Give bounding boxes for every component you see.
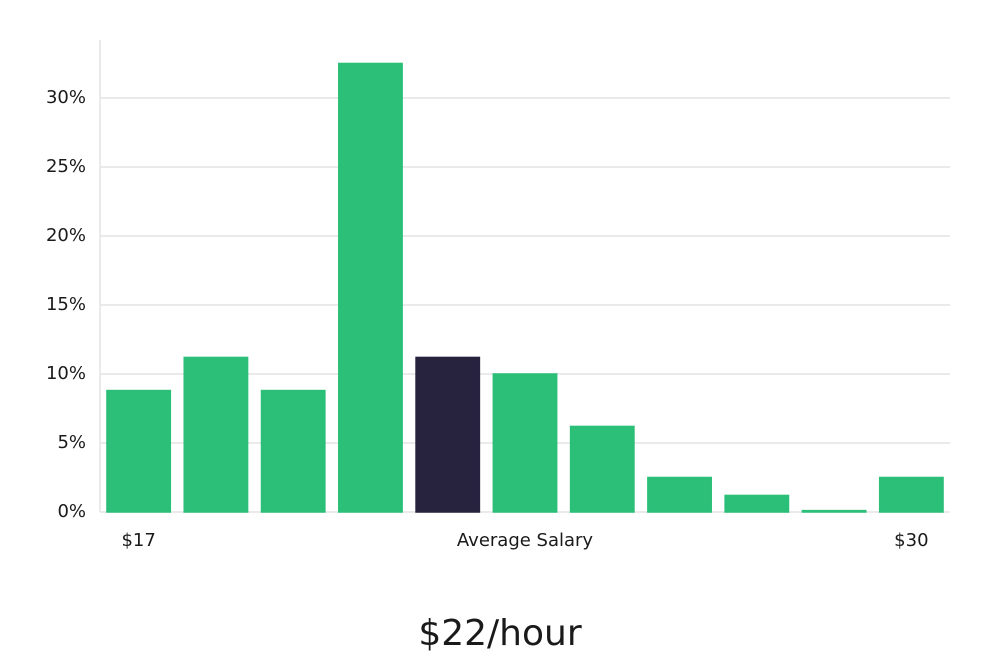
bar [260, 389, 326, 513]
x-axis-label: Average Salary [457, 530, 594, 551]
subtitle: $22/hour [418, 613, 582, 654]
x-tick-label: $17 [121, 530, 155, 551]
y-tick-label: 0% [57, 501, 86, 522]
x-tick-label: $30 [894, 530, 928, 551]
bar [878, 476, 944, 513]
bar [647, 476, 712, 513]
bar [338, 62, 403, 513]
bar [106, 389, 172, 513]
y-tick-label: 10% [46, 363, 86, 384]
y-tick-label: 5% [57, 432, 86, 453]
bar [183, 356, 249, 513]
bar [801, 509, 867, 513]
y-tick-label: 30% [46, 87, 86, 108]
y-tick-label: 20% [46, 225, 86, 246]
bar [724, 494, 790, 513]
bar [415, 356, 481, 513]
y-tick-label: 25% [46, 156, 86, 177]
bar [569, 425, 635, 513]
y-tick-label: 15% [46, 294, 86, 315]
bar [492, 373, 558, 513]
